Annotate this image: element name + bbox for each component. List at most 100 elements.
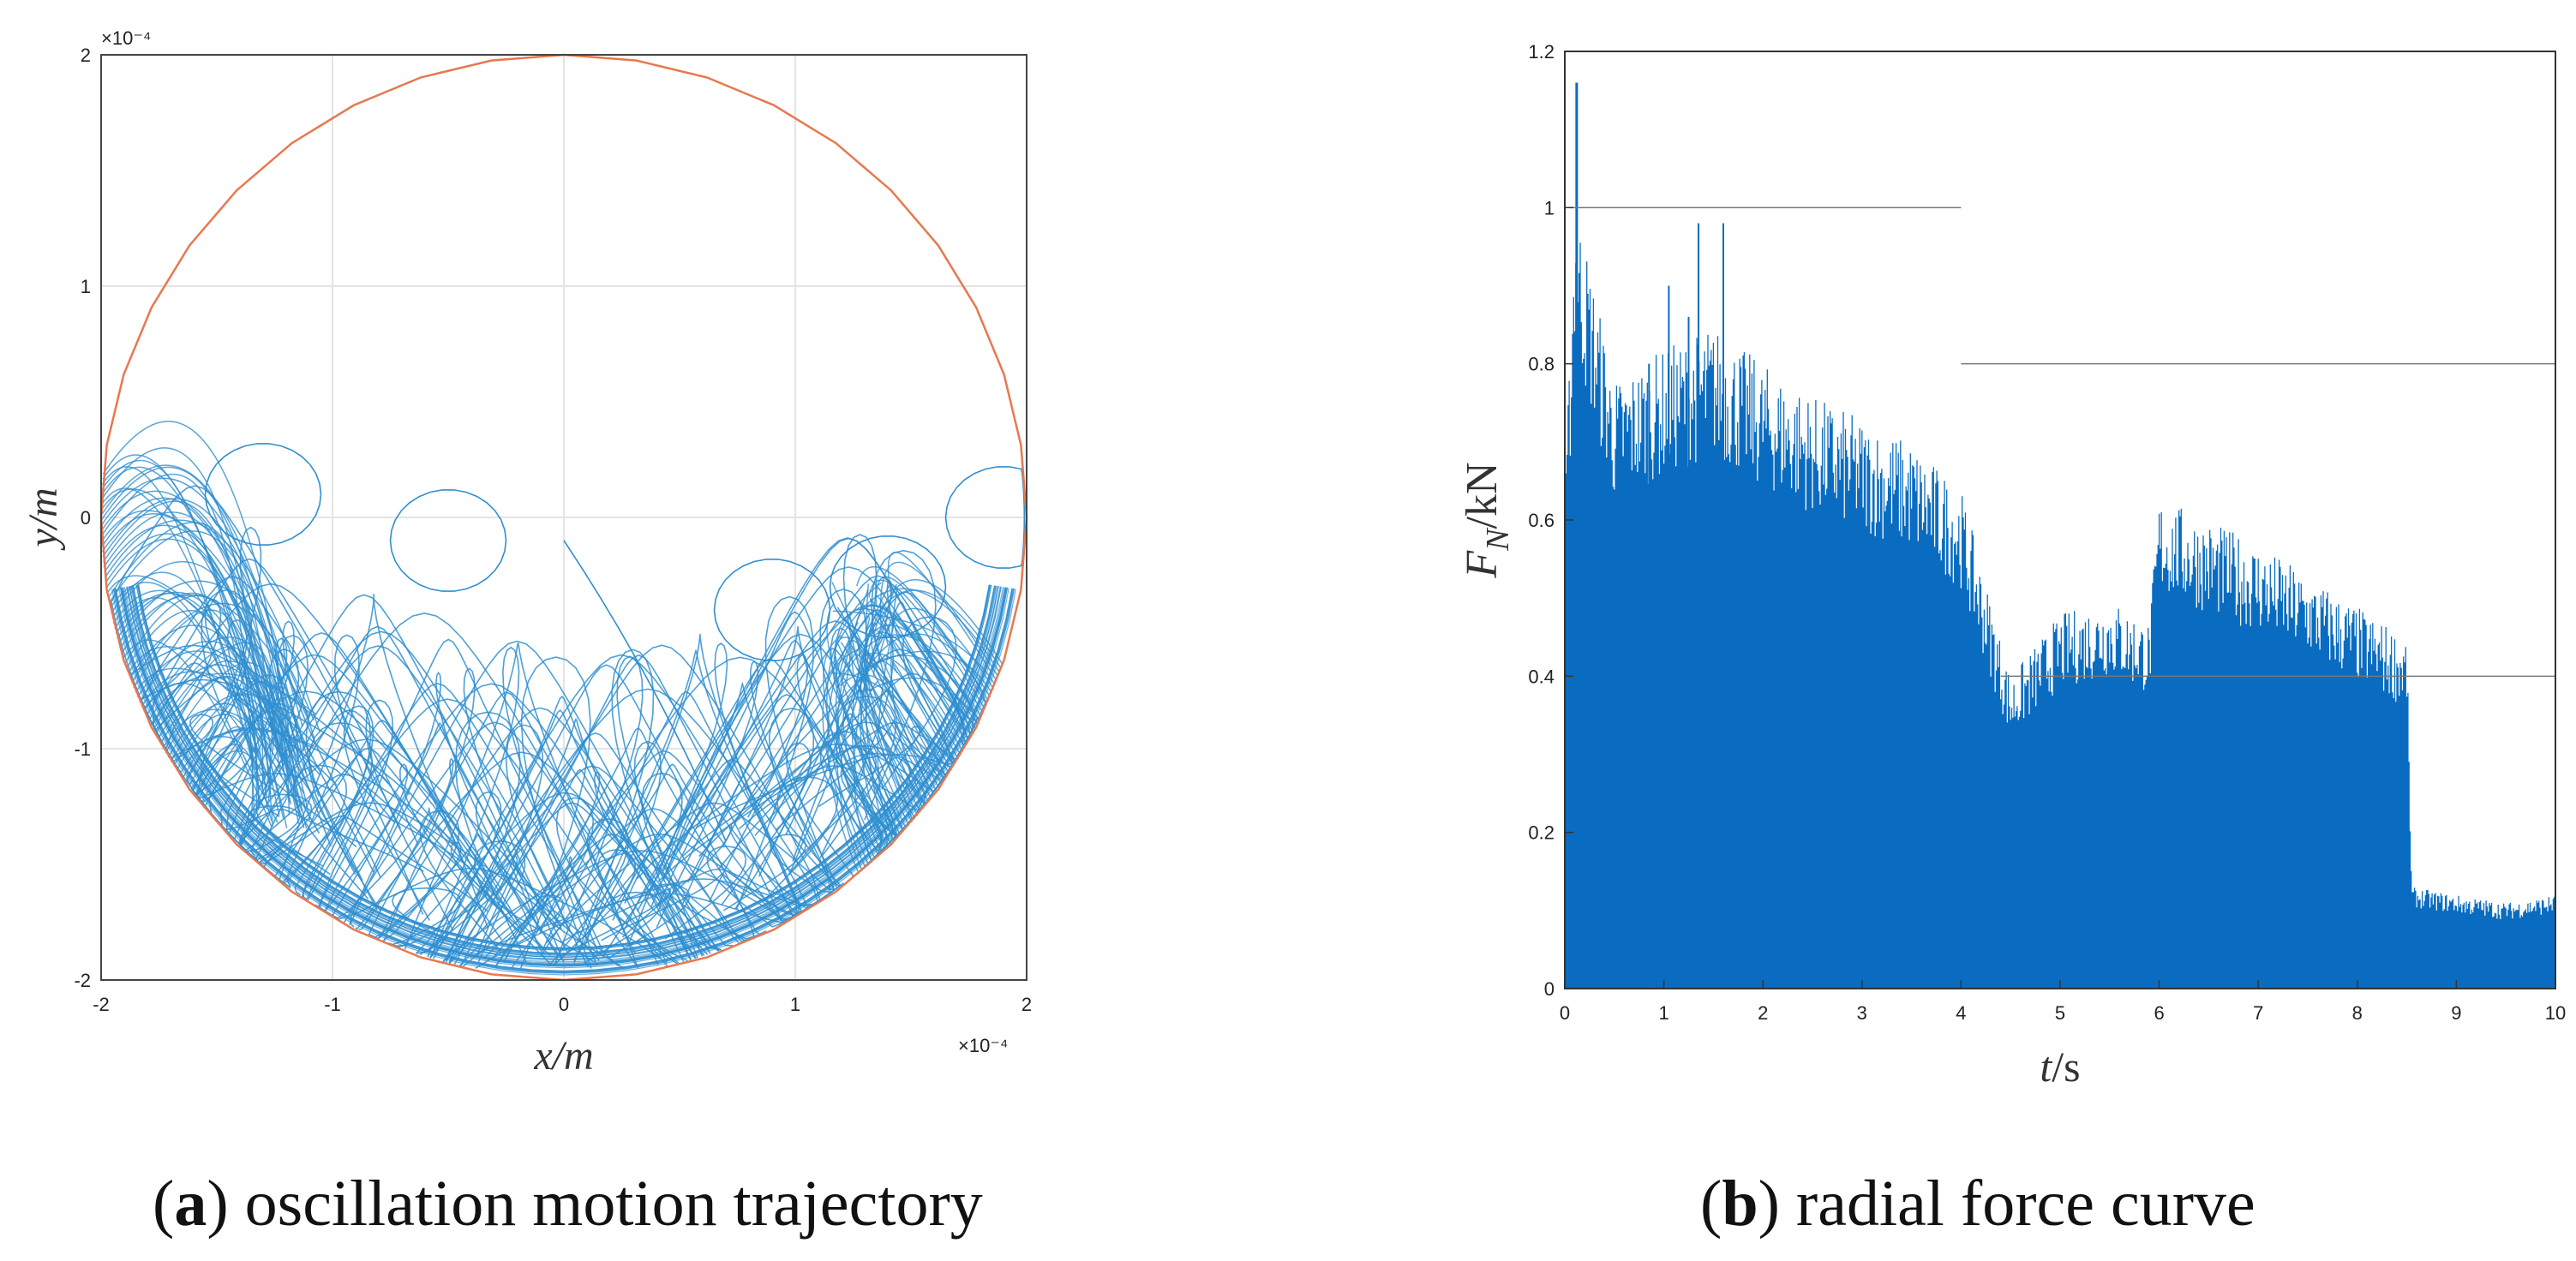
panel-a-trajectory-fan	[826, 603, 902, 836]
panel-a-y-tick-label: 2	[81, 45, 91, 66]
caption-a: (a) oscillation motion trajectory	[153, 1168, 983, 1240]
panel-a-x-tick-label: -2	[93, 994, 110, 1015]
panel-a-trajectory-wall-band	[132, 585, 996, 954]
panel-b-y-tick-label: 0.4	[1528, 666, 1555, 687]
panel-a-trajectory-loop	[764, 776, 841, 900]
panel-a-trajectory-loop	[539, 656, 889, 935]
panel-a-trajectory-fan	[827, 622, 860, 875]
panel-a-trajectory-wall-band	[121, 587, 1007, 965]
panel-a-trajectory-fan	[100, 466, 300, 816]
panel-a-trajectory-fan	[866, 631, 970, 741]
panel-a-x-tick-label: -1	[324, 994, 341, 1015]
panel-a-trajectory-loop	[864, 549, 937, 821]
panel-a-trajectory-fan	[835, 615, 877, 860]
panel-a-trajectory-loop	[324, 683, 685, 963]
panel-b-y-tick-label: 0	[1544, 978, 1555, 1000]
panel-a-trajectory-loop	[350, 640, 698, 959]
panel-a-trajectory-fan	[854, 583, 897, 864]
panel-a-trajectory-fan	[823, 634, 879, 858]
panel-a-trajectory-fan	[111, 560, 311, 821]
panel-a-trajectory-loop	[389, 489, 507, 592]
panel-a-trajectory-fan	[131, 602, 316, 742]
panel-b-chart: 0 1 2 3 4 5 6 7 8 9 10 0 0.2 0.4 0.6 0.8 1 1.2 t/s FN/kN	[1458, 41, 2566, 1091]
panel-a-x-tick-label: 2	[1021, 994, 1032, 1015]
panel-b-x-tick-label: 8	[2352, 1002, 2363, 1024]
panel-b-y-axis-label: FN/kN	[1458, 462, 1516, 578]
panel-a-trajectory-fan	[860, 584, 898, 839]
panel-a-trajectory-fan	[157, 642, 284, 767]
panel-a-trajectory-loop	[610, 883, 722, 958]
panel-a-trajectory-fan	[104, 519, 321, 732]
panel-b-x-tick-label: 5	[2055, 1002, 2065, 1024]
panel-a-trajectory-fan	[159, 676, 260, 810]
panel-a-trajectory-loop	[368, 834, 600, 961]
panel-a-trajectory-loop	[573, 648, 802, 950]
panel-a-trajectory-fan	[108, 530, 292, 758]
panel-b-x-label-main: t	[2040, 1043, 2052, 1091]
panel-b-y-label-main: F	[1458, 550, 1507, 579]
panel-a-trajectory-fan	[836, 650, 993, 694]
panel-a-trajectory-loop	[475, 894, 625, 969]
panel-b-y-tick-label: 1	[1544, 197, 1555, 218]
panel-a-trajectory-fan	[868, 579, 986, 710]
panel-a-trajectory-loop	[681, 626, 882, 905]
panel-a-chart: -2 -1 0 1 2 -2 -1 0 1 2 ×10⁻⁴ ×10⁻⁴ x/m y/m	[21, 27, 1032, 1079]
panel-a-trajectory-loop	[377, 707, 711, 954]
panel-b-x-tick-label: 7	[2253, 1002, 2263, 1024]
panel-a-axes-box	[100, 54, 1027, 981]
panel-b-y-tick-label: 0.8	[1528, 354, 1555, 375]
panel-a-trajectory-loop	[302, 705, 430, 921]
caption-b-text: radial force curve	[1779, 1168, 2255, 1240]
panel-a-trajectory-loop	[332, 807, 544, 949]
panel-a-trajectory-loop	[307, 721, 381, 911]
panel-a-trajectory-loop	[294, 698, 637, 954]
panel-a-trajectory-fan	[203, 710, 276, 809]
panel-a-trajectory-loop	[429, 709, 692, 960]
panel-a-y-axis-label: y/m	[21, 487, 66, 551]
panel-a-trajectory-fan	[100, 477, 303, 727]
panel-a-trajectory	[100, 421, 1026, 976]
panel-a-trajectory-fan	[842, 689, 886, 852]
panel-a-y-tick-label: 1	[81, 276, 91, 297]
panel-a-trajectory-fan	[866, 589, 1002, 669]
panel-a-trajectory-fan	[103, 511, 288, 759]
panel-a-trajectory-fan	[837, 643, 921, 813]
panel-a-trajectory-loop	[829, 535, 947, 638]
panel-a-trajectory-loop	[629, 642, 798, 941]
panel-a-trajectory-loop	[383, 667, 563, 959]
panel-a-trajectory-fan	[165, 661, 291, 816]
panel-a-trajectory-fan	[139, 640, 308, 829]
panel-b-y-tick-label: 1.2	[1528, 41, 1555, 63]
panel-b-x-tick-label: 3	[1857, 1002, 1867, 1024]
panel-a-trajectory-loop	[285, 634, 424, 915]
panel-a-trajectory-wall-band	[113, 588, 1015, 973]
panel-a-trajectory-fan	[200, 703, 305, 805]
panel-a-trajectory-fan	[840, 642, 930, 803]
panel-a-trajectory-loop	[519, 656, 592, 969]
panel-a-trajectory-fan	[826, 582, 882, 866]
panel-a-trajectory-loop	[573, 648, 692, 964]
panel-a-y-tick-label: 0	[81, 507, 91, 529]
panel-a-trajectory-wall-band	[130, 585, 997, 957]
panel-a-trajectory-wall-band	[111, 589, 1016, 976]
panel-a-trajectory-fan	[870, 629, 962, 756]
panel-a-trajectory-loop	[494, 801, 720, 967]
panel-a-trajectory-fan	[854, 605, 977, 730]
panel-a-trajectory-fan	[860, 625, 889, 848]
panel-a-trajectory-wall-band	[129, 586, 999, 959]
panel-a-trajectory-loop	[140, 678, 410, 796]
panel-a-trajectory-wall-band	[123, 587, 1005, 965]
panel-b-x-tick-label: 2	[1758, 1002, 1768, 1024]
panel-a-trajectory-fan	[178, 729, 315, 775]
panel-a-trajectory-loop	[204, 443, 322, 546]
panel-a-trajectory-wall-band	[123, 587, 1004, 963]
panel-b-reference-lines	[1569, 206, 2555, 678]
panel-a-trajectory-fan	[117, 580, 315, 721]
panel-b-x-label-unit: /s	[2052, 1043, 2080, 1091]
caption-a-label: a	[174, 1168, 207, 1240]
panel-a-trajectory-loop	[319, 699, 454, 931]
panel-a-trajectory-loop	[343, 721, 668, 964]
caption-b-label: b	[1722, 1168, 1758, 1240]
panel-a-trajectory-loop	[305, 690, 378, 911]
